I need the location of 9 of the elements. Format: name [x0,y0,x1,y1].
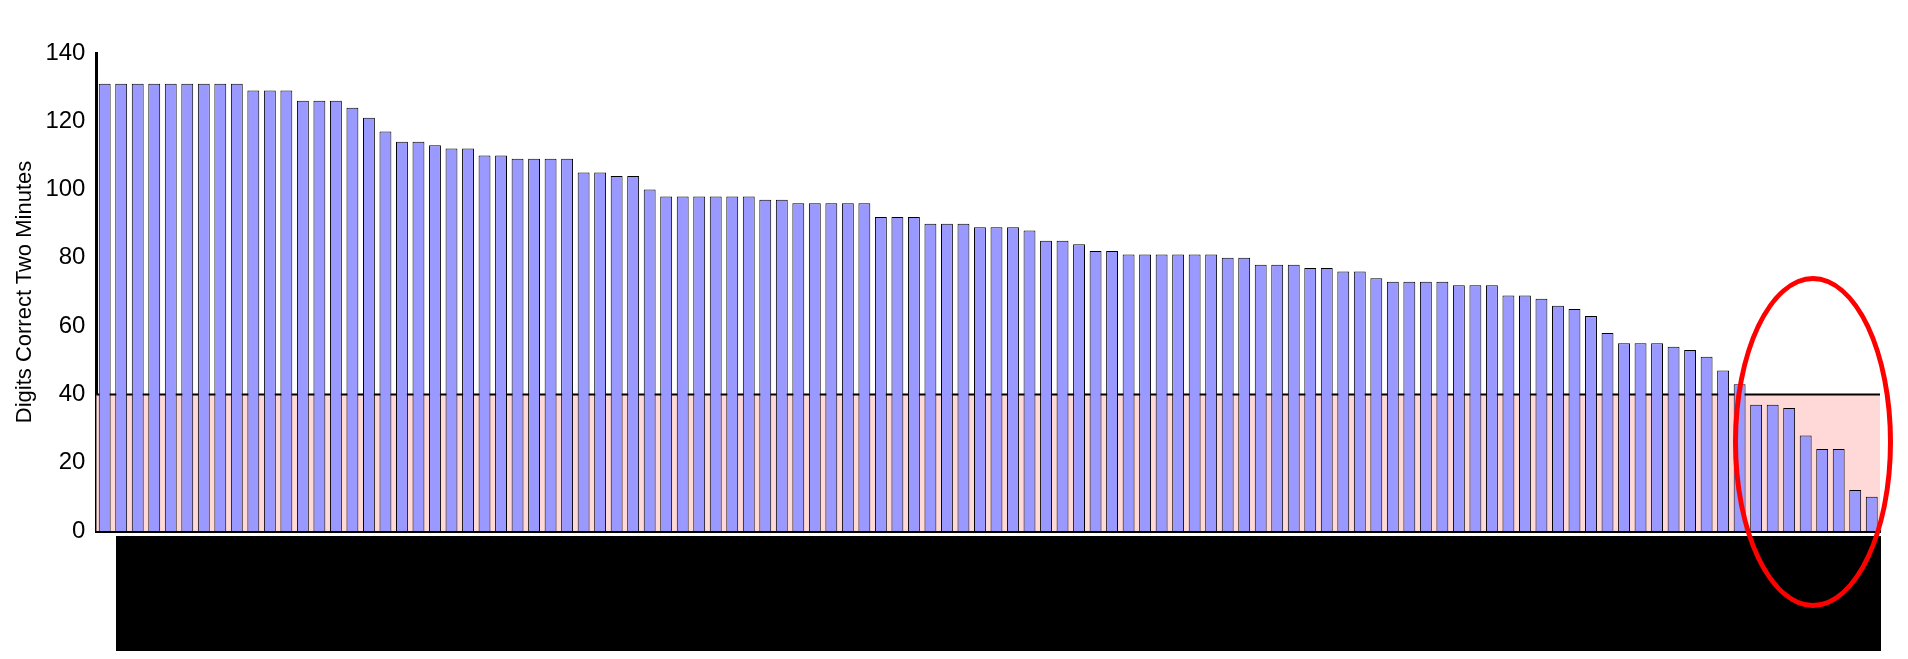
y-axis-title: Digits Correct Two Minutes [11,160,37,424]
y-tick-label: 120 [45,105,86,133]
y-tick-label: 20 [58,447,86,475]
y-tick-label: 60 [58,310,86,338]
y-tick-label: 0 [72,515,86,543]
y-tick-label: 100 [45,174,86,202]
y-tick-label: 80 [58,242,86,270]
y-tick-label: 140 [45,37,86,65]
y-tick-label: 40 [58,379,86,407]
